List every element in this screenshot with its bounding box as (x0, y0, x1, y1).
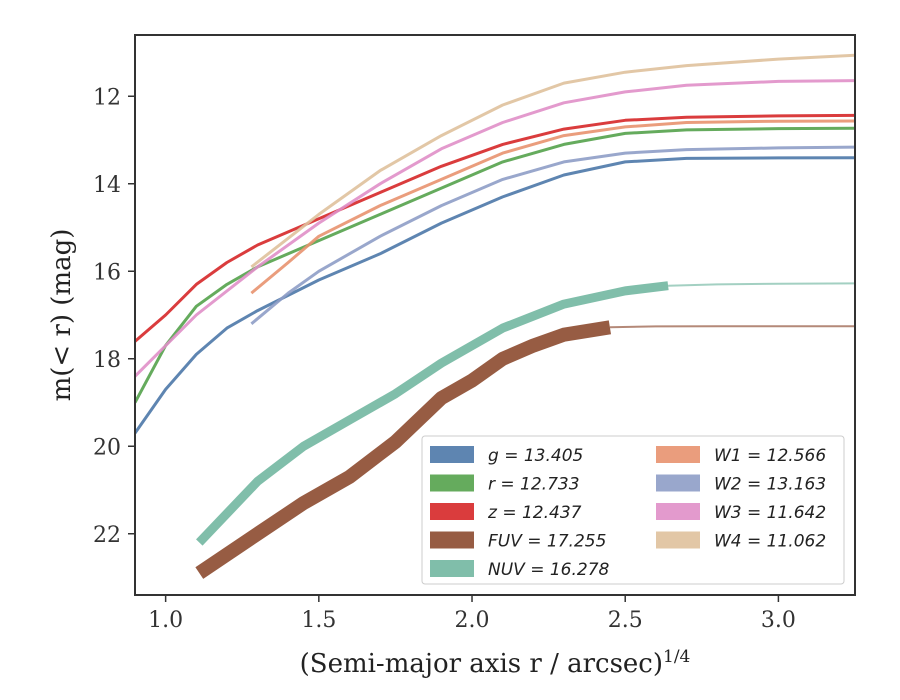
series-g-line (135, 156, 855, 434)
series-layer (135, 53, 855, 579)
legend-label-z: z = 12.437 (487, 503, 582, 523)
legend-swatch-w1 (656, 446, 700, 463)
series-fuv-line (195, 320, 612, 579)
y-axis: 12 14 16 18 20 22 (93, 85, 135, 548)
series-w4-line (250, 53, 855, 269)
x-tick-label: 1.0 (148, 608, 183, 633)
x-tick-label: 2.0 (455, 608, 490, 633)
legend-swatch-w2 (656, 474, 700, 492)
legend-label-w1: W1 = 12.566 (714, 446, 826, 466)
y-tick-label: 14 (93, 173, 121, 198)
legend-label-nuv: NUV = 16.278 (488, 560, 610, 580)
legend-swatch-w3 (656, 503, 700, 520)
y-tick-label: 18 (93, 348, 121, 373)
legend-label-w2: W2 = 13.163 (714, 475, 826, 495)
series-w1-line (250, 119, 855, 295)
y-tick-label: 20 (93, 435, 121, 460)
y-tick-label: 16 (93, 260, 121, 285)
series-z-line (135, 113, 855, 343)
x-axis-label: (Semi-major axis r / arcsec)1/4 (300, 647, 691, 679)
y-tick-label: 12 (93, 85, 121, 110)
legend: g = 13.405 r = 12.733 z = 12.437 FUV = 17.2… (421, 435, 845, 585)
x-axis-label-exponent: 1/4 (663, 647, 690, 667)
legend-label-w3: W3 = 11.642 (714, 503, 826, 523)
legend-swatch-r (430, 474, 474, 492)
x-axis: 1.0 1.5 2.0 2.5 3.0 (148, 595, 796, 633)
legend-swatch-fuv (430, 531, 474, 549)
legend-swatch-g (430, 446, 474, 463)
legend-swatch-z (430, 503, 474, 520)
series-r-line (135, 126, 855, 404)
legend-label-g: g = 13.405 (488, 446, 583, 466)
x-tick-label: 2.5 (608, 608, 643, 633)
legend-swatch-w4 (656, 531, 700, 549)
legend-label-r: r = 12.733 (488, 475, 580, 495)
legend-swatch-nuv (430, 560, 474, 577)
plot-frame (134, 34, 856, 596)
series-w3-line (135, 79, 855, 378)
y-axis-label: m(< r) (mag) (47, 229, 77, 402)
series-w2-line (250, 145, 855, 325)
legend-box (421, 435, 845, 585)
x-tick-label: 1.5 (301, 608, 336, 633)
x-tick-label: 3.0 (761, 608, 796, 633)
series-fuv-extension (609, 325, 855, 329)
series-nuv-line (196, 281, 669, 546)
legend-label-w4: W4 = 11.062 (714, 532, 826, 552)
y-tick-label: 22 (93, 523, 121, 548)
legend-label-fuv: FUV = 17.255 (488, 532, 606, 552)
series-nuv-extension (668, 282, 855, 287)
